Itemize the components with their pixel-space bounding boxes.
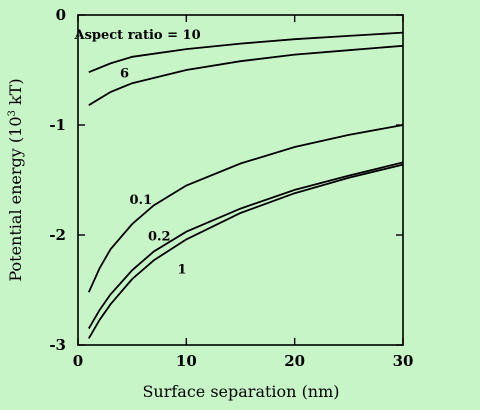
series-label-0: Aspect ratio = 10: [74, 28, 201, 43]
series-label-1: 6: [120, 67, 129, 82]
plot-frame: [77, 14, 404, 346]
series-lines: [87, 31, 404, 339]
y-tick-label: -2: [49, 226, 66, 244]
x-axis-title: Surface separation (nm): [142, 382, 339, 401]
x-tick-label: 30: [393, 352, 414, 370]
series-label-2: 0.1: [130, 193, 153, 208]
y-axis-title: Potential energy (103 kT): [6, 78, 25, 281]
series-line-2: [87, 124, 404, 293]
series-line-1: [88, 44, 404, 106]
tick-labels: 0 10 20 30 0 -1 -2 -3: [49, 6, 413, 370]
ticks: [77, 14, 404, 346]
y-tick-label: -1: [49, 116, 66, 134]
y-tick-label: -3: [49, 336, 66, 354]
x-tick-label: 10: [176, 352, 197, 370]
series-line-0: [88, 31, 404, 74]
y-tick-label: 0: [56, 6, 66, 24]
series-label-3: 0.2: [148, 230, 171, 245]
series-labels: Aspect ratio = 10 6 0.1 0.2 1: [74, 28, 201, 277]
x-tick-label: 0: [73, 352, 83, 370]
series-line-3: [88, 161, 404, 329]
series-line-4: [88, 163, 404, 339]
series-label-4: 1: [177, 263, 186, 278]
x-tick-label: 20: [284, 352, 305, 370]
